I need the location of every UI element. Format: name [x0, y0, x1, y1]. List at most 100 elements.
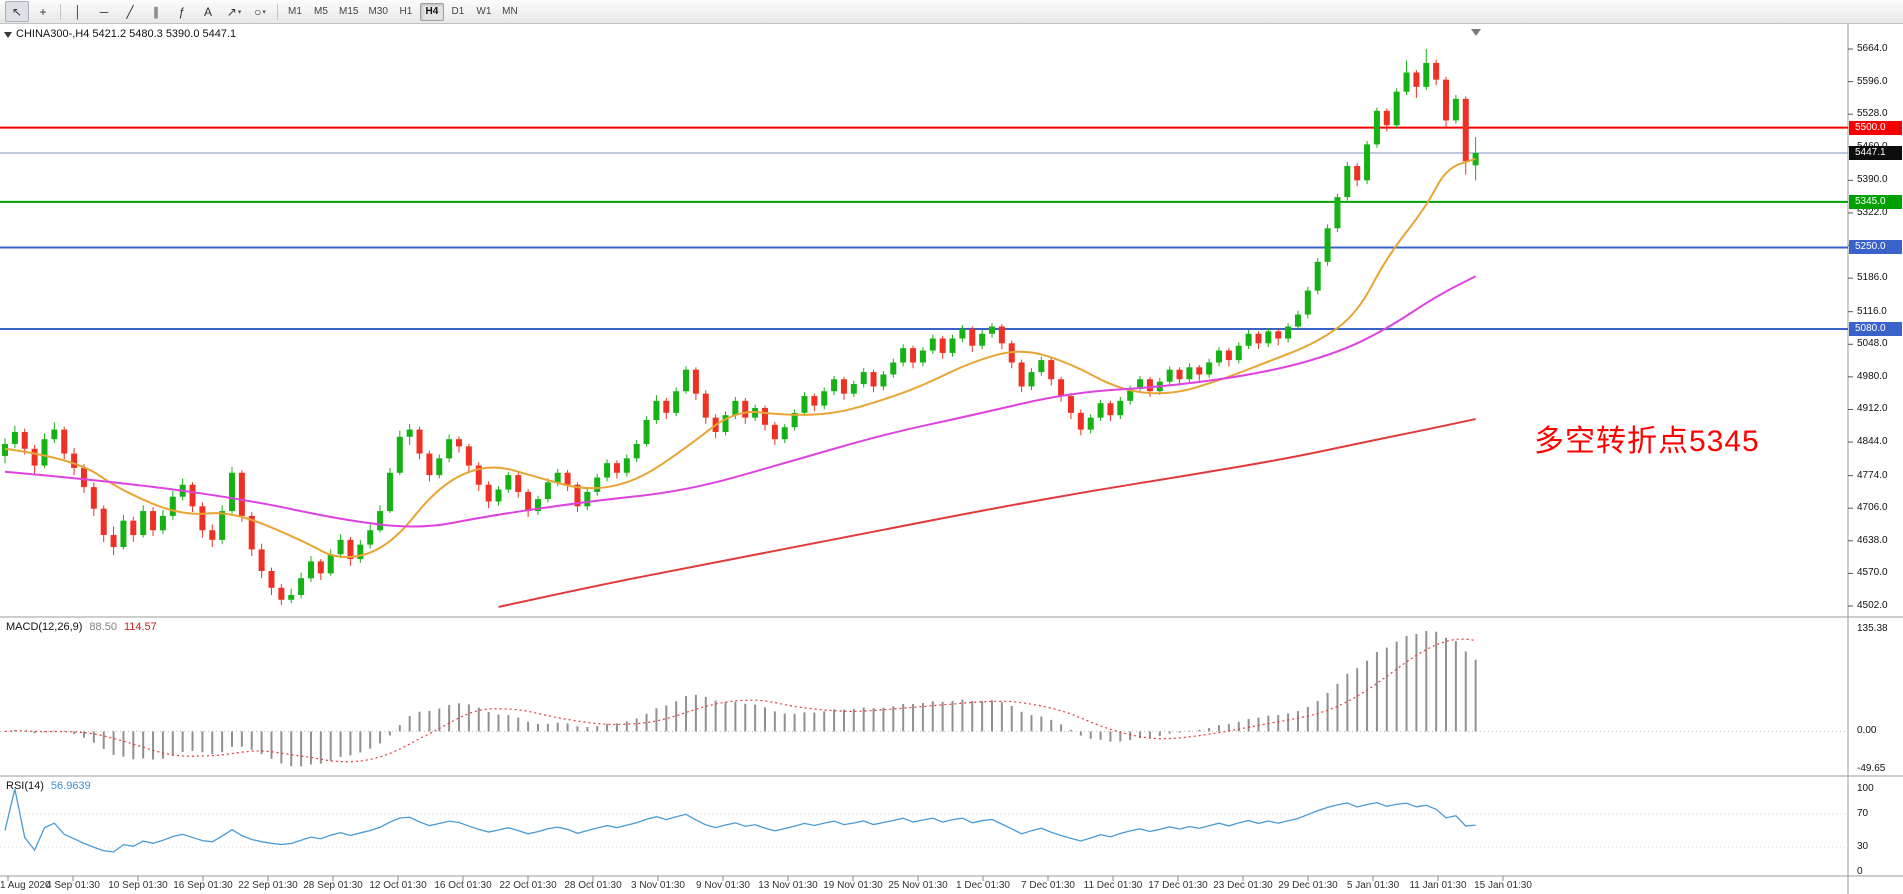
price-scale[interactable]: 5664.05596.05528.05460.05390.05322.05254…	[1848, 24, 1903, 894]
drawing-tools-group: ↖ + │ ─ ╱ ∥ ƒ A ↗ ▾ ○ ▾	[4, 1, 282, 22]
chart-area: CHINA300-,H4 5421.2 5480.3 5390.0 5447.1…	[0, 24, 1903, 894]
timeframe-m30-button[interactable]: M30	[368, 6, 388, 17]
price-axis-ticks	[1848, 48, 1853, 607]
time-axis-label: 17 Dec 01:30	[1148, 880, 1208, 891]
toolbar: ↖ + │ ─ ╱ ∥ ƒ A ↗ ▾ ○ ▾ M1 M5 M15 M30 H1 H4 D1 W1 MN	[0, 0, 1903, 24]
rsi-tick-label: 0	[1857, 866, 1863, 877]
time-axis-ticks	[7, 876, 1504, 881]
time-axis-label: 9 Nov 01:30	[696, 880, 750, 891]
chart-shift-marker-icon[interactable]	[1471, 29, 1481, 36]
macd-tick-label: -49.65	[1857, 763, 1886, 774]
rsi-tick-label: 70	[1857, 807, 1869, 819]
timeframe-h4-button[interactable]: H4	[419, 2, 444, 21]
tool-text-button[interactable]: A	[196, 1, 220, 22]
rsi-line	[4, 788, 1476, 853]
tool-cursor-button[interactable]: ↖	[5, 1, 29, 22]
candles	[2, 49, 1479, 606]
price-tick-label: 4912.0	[1857, 403, 1888, 415]
ma-fast-line	[4, 157, 1476, 559]
price-tick-label: 4844.0	[1857, 436, 1888, 448]
price-tick-label: 5186.0	[1857, 272, 1888, 284]
timeframe-m5-button[interactable]: M5	[314, 6, 328, 17]
crosshair-icon: +	[39, 4, 47, 19]
timeframe-switcher: M1 M5 M15 M30 H1 H4 D1 W1 MN	[282, 2, 523, 21]
time-axis-label: 25 Nov 01:30	[888, 880, 948, 891]
ma-mid-line	[4, 275, 1477, 528]
time-axis-label: 5 Jan 01:30	[1346, 880, 1400, 891]
timeframe-m15-button[interactable]: M15	[339, 6, 359, 17]
time-axis-label: 4 Sep 01:30	[46, 880, 100, 891]
tool-crosshair-button[interactable]: +	[31, 1, 55, 22]
symbol-ohlc-label: CHINA300-,H4 5421.2 5480.3 5390.0 5447.1	[16, 28, 236, 40]
price-tick-label: 4706.0	[1857, 502, 1888, 514]
timeframe-w1-button[interactable]: W1	[476, 6, 492, 17]
price-tick-label: 5116.0	[1857, 305, 1887, 317]
tool-shapes-button[interactable]: ○ ▾	[248, 1, 272, 22]
rsi-label: RSI(14) 56.9639	[6, 780, 91, 792]
tool-fibonacci-button[interactable]: ƒ	[170, 1, 194, 22]
shapes-icon: ○	[254, 4, 262, 19]
arrows-icon: ↗	[226, 4, 237, 19]
one-click-trading-toggle-icon[interactable]	[4, 32, 12, 38]
ma-slow-line	[498, 418, 1476, 608]
macd-signal-line	[4, 638, 1476, 763]
tool-equidistant-channel-button[interactable]: ∥	[144, 1, 168, 22]
price-tick-label: 4638.0	[1857, 534, 1888, 546]
time-axis-label: 22 Oct 01:30	[499, 880, 557, 891]
price-tick-label: 4980.0	[1857, 370, 1888, 382]
horizontal-level-lines	[0, 126, 1848, 330]
price-tag-5500.0: 5500.0	[1849, 120, 1902, 135]
tool-vertical-line-button[interactable]: │	[66, 1, 90, 22]
toolbar-separator	[60, 3, 61, 20]
rsi-value: 56.9639	[50, 780, 91, 792]
price-tick-label: 4774.0	[1857, 469, 1888, 481]
rsi-name: RSI(14)	[6, 780, 44, 792]
time-axis-label: 15 Jan 01:30	[1474, 880, 1532, 891]
timeframe-mn-button[interactable]: MN	[502, 6, 518, 17]
timeframe-d1-button[interactable]: D1	[451, 6, 465, 17]
price-tag-5080.0: 5080.0	[1849, 321, 1902, 336]
time-axis-label: 22 Sep 01:30	[238, 880, 298, 891]
price-tag-5345.0: 5345.0	[1849, 194, 1902, 209]
fibonacci-icon: ƒ	[178, 4, 186, 19]
price-tick-label: 4502.0	[1857, 600, 1888, 611]
macd-label: MACD(12,26,9) 88.50 114.57	[6, 621, 157, 633]
price-tick-label: 5390.0	[1857, 174, 1888, 186]
price-tick-label: 4570.0	[1857, 567, 1888, 579]
text-icon: A	[203, 4, 212, 19]
chart-annotation-text[interactable]: 多空转折点5345	[1534, 425, 1760, 458]
trendline-icon: ╱	[126, 4, 134, 19]
dropdown-caret-icon: ▾	[262, 8, 266, 16]
time-axis-label: 23 Dec 01:30	[1213, 880, 1273, 891]
cursor-icon: ↖	[11, 4, 23, 19]
macd-tick-label: 135.38	[1857, 623, 1888, 634]
time-axis-label: 11 Dec 01:30	[1083, 880, 1143, 891]
current-price-tag: 5447.1	[1849, 145, 1902, 160]
horizontal-line-icon: ─	[99, 4, 109, 19]
tool-horizontal-line-button[interactable]: ─	[92, 1, 116, 22]
price-tag-5250.0: 5250.0	[1849, 240, 1902, 255]
tool-trendline-button[interactable]: ╱	[118, 1, 142, 22]
time-axis-label: 11 Jan 01:30	[1409, 880, 1467, 891]
tool-arrows-button[interactable]: ↗ ▾	[222, 1, 246, 22]
time-axis-label: 3 Nov 01:30	[631, 880, 685, 891]
timeframe-h1-button[interactable]: H1	[399, 6, 413, 17]
time-axis[interactable]: 1 Aug 2020 4 Sep 01:30 10 Sep 01:30 16 Sep …	[0, 876, 1848, 894]
timeframe-m1-button[interactable]: M1	[288, 6, 302, 17]
chart-canvas[interactable]	[0, 24, 1903, 894]
price-tick-label: 5528.0	[1857, 108, 1888, 120]
price-tick-label: 5048.0	[1857, 338, 1888, 350]
macd-name: MACD(12,26,9)	[6, 621, 83, 633]
time-axis-label: 13 Nov 01:30	[758, 880, 818, 891]
panel-separators	[0, 24, 1903, 894]
time-axis-label: 16 Oct 01:30	[434, 880, 492, 891]
time-axis-label: 10 Sep 01:30	[108, 880, 168, 891]
time-axis-label: 12 Oct 01:30	[369, 880, 427, 891]
toolbar-separator	[277, 3, 278, 20]
equidistant-channel-icon: ∥	[153, 4, 159, 19]
vertical-line-icon: │	[74, 4, 82, 19]
price-tick-label: 5322.0	[1857, 206, 1888, 218]
time-axis-label: 1 Dec 01:30	[956, 880, 1010, 891]
time-axis-label: 7 Dec 01:30	[1021, 880, 1075, 891]
